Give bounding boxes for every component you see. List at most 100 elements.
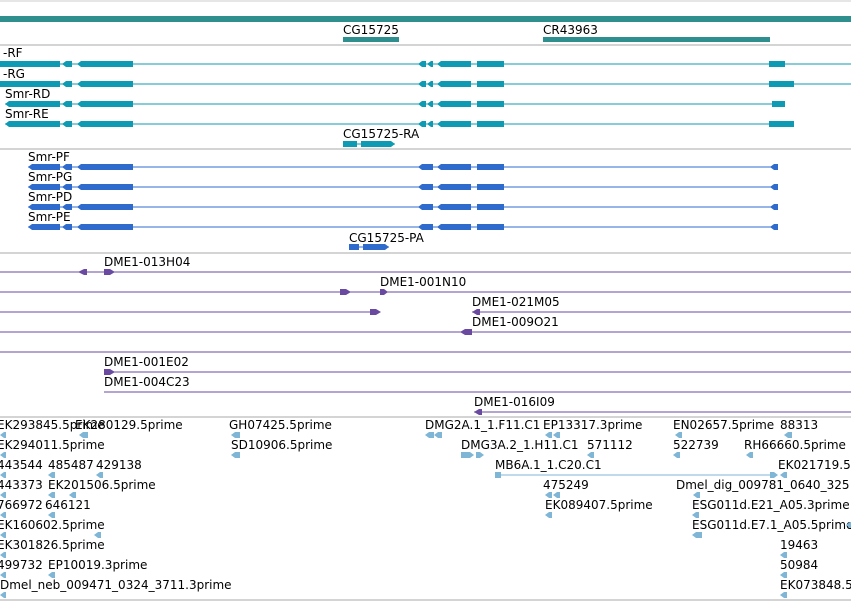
- exon-arrow: [5, 101, 60, 107]
- exon: [477, 101, 504, 107]
- clone-end-marker: [370, 309, 381, 315]
- est-label[interactable]: EP10019.3prime: [48, 558, 147, 572]
- est-label[interactable]: 499732: [0, 558, 43, 572]
- est-label[interactable]: DMG3A.2_1.H11.C1: [461, 438, 579, 452]
- est-label[interactable]: Dmel_dig_009781_0640_325: [676, 478, 849, 492]
- clone-end-marker: [104, 369, 115, 375]
- gene-bar[interactable]: [543, 37, 770, 42]
- exon: [477, 121, 504, 127]
- exon-arrow: [770, 164, 778, 170]
- est-label[interactable]: EK160602.5prime: [0, 518, 105, 532]
- clone-feature[interactable]: DME1-001E02: [104, 355, 851, 375]
- exon: [0, 61, 60, 67]
- est-label[interactable]: 475249: [543, 478, 589, 492]
- est-label[interactable]: 19463: [780, 538, 818, 552]
- est-marker: [48, 492, 55, 498]
- est-marker: [784, 432, 792, 438]
- est-label[interactable]: ESG011d.E21_A05.3prime: [692, 498, 850, 512]
- clone-end-marker: [104, 269, 115, 275]
- est-label[interactable]: EK201506.5prime: [48, 478, 156, 492]
- transcript-feature[interactable]: Smr-RD: [5, 87, 785, 107]
- est-marker: [553, 432, 560, 438]
- est-label[interactable]: EN02657.5prime: [673, 418, 774, 432]
- est-label[interactable]: GH07425.5prime: [229, 418, 332, 432]
- est-label[interactable]: 88313: [780, 418, 818, 432]
- exon: [477, 61, 504, 67]
- est-label[interactable]: 429138: [96, 458, 142, 472]
- est-label[interactable]: EK280129.5prime: [75, 418, 183, 432]
- clone-end-marker: [474, 409, 482, 415]
- transcript-feature[interactable]: -RG: [0, 67, 851, 87]
- est-label[interactable]: EK293845.5prime: [0, 418, 105, 432]
- est-label[interactable]: 571112: [587, 438, 633, 452]
- est-label[interactable]: EK073848.5: [780, 578, 851, 592]
- est-marker: [461, 452, 474, 458]
- est-marker: [476, 452, 484, 458]
- clone-end-marker: [340, 289, 351, 295]
- transcript-feature[interactable]: -RF: [0, 46, 851, 67]
- est-label[interactable]: SD10906.5prime: [231, 438, 332, 452]
- est-label[interactable]: 646121: [45, 498, 91, 512]
- est-marker: [780, 592, 787, 598]
- est-label[interactable]: 443373: [0, 478, 43, 492]
- est-label[interactable]: 485487: [48, 458, 94, 472]
- clone-track: DME1-013H04 DME1-001N10 DME1-021M05 DME1…: [0, 255, 851, 415]
- clone-feature[interactable]: DME1-016I09: [474, 395, 851, 415]
- est-label[interactable]: 522739: [673, 438, 719, 452]
- est-label[interactable]: MB6A.1_1.C20.C1: [495, 458, 602, 472]
- est-marker: [545, 512, 552, 518]
- est-marker: [0, 592, 6, 598]
- gene-feature[interactable]: CR43963: [543, 23, 770, 42]
- gene-bar[interactable]: [343, 37, 399, 42]
- exon-arrow: [77, 184, 133, 190]
- est-label[interactable]: DMG2A.1_1.F11.C1: [425, 418, 540, 432]
- est-label[interactable]: EK294011.5prime: [0, 438, 105, 452]
- clone-feature[interactable]: DME1-009O21: [460, 315, 559, 335]
- gene-feature[interactable]: CG15725: [343, 23, 399, 42]
- transcript-feature[interactable]: Smr-RE: [5, 107, 794, 127]
- protein-label: Smr-PG: [28, 170, 72, 184]
- est-label[interactable]: RH66660.5prime: [744, 438, 846, 452]
- est-marker: [94, 532, 101, 538]
- clone-feature[interactable]: DME1-004C23: [104, 375, 851, 393]
- exon-arrow: [62, 101, 72, 107]
- exon-arrow: [427, 121, 433, 127]
- exon-arrow: [770, 184, 778, 190]
- est-label[interactable]: Dmel_neb_009471_0324_3711.3prime: [0, 578, 232, 592]
- est-marker: [231, 452, 240, 458]
- protein-feature[interactable]: CG15725-PA: [349, 231, 425, 250]
- exon-arrow: [28, 224, 60, 230]
- clone-feature[interactable]: DME1-013H04: [104, 255, 190, 275]
- exon-arrow: [77, 121, 133, 127]
- est-marker: [780, 552, 787, 558]
- est-label[interactable]: ESG011d.E7.1_A05.5prime: [692, 518, 851, 532]
- est-marker: [780, 572, 787, 578]
- est-label[interactable]: 443544: [0, 458, 43, 472]
- exon-arrow: [363, 244, 389, 250]
- est-label[interactable]: EK021719.5: [778, 458, 851, 472]
- exon-arrow: [62, 224, 72, 230]
- exon-arrow: [361, 141, 395, 147]
- protein-feature[interactable]: Smr-PE: [28, 210, 778, 230]
- protein-feature[interactable]: Smr-PD: [28, 190, 778, 210]
- protein-feature[interactable]: Smr-PF: [28, 150, 778, 170]
- transcript-feature[interactable]: CG15725-RA: [343, 127, 420, 147]
- exon-arrow: [418, 204, 433, 210]
- clone-feature[interactable]: DME1-021M05: [472, 295, 851, 315]
- exon-arrow: [418, 164, 433, 170]
- est-label[interactable]: 50984: [780, 558, 818, 572]
- est-marker: [69, 492, 76, 498]
- exon: [343, 141, 357, 147]
- est-label[interactable]: EK301826.5prime: [0, 538, 105, 552]
- clone-end-marker: [380, 289, 388, 295]
- est-label[interactable]: EP13317.3prime: [543, 418, 642, 432]
- exon: [349, 244, 359, 250]
- protein-feature[interactable]: Smr-PG: [28, 170, 778, 190]
- clone-feature[interactable]: DME1-001N10: [380, 275, 466, 295]
- est-marker: [0, 532, 6, 538]
- exon-arrow: [62, 121, 72, 127]
- est-label[interactable]: EK089407.5prime: [545, 498, 653, 512]
- exon-arrow: [62, 81, 72, 87]
- est-label[interactable]: 766972: [0, 498, 43, 512]
